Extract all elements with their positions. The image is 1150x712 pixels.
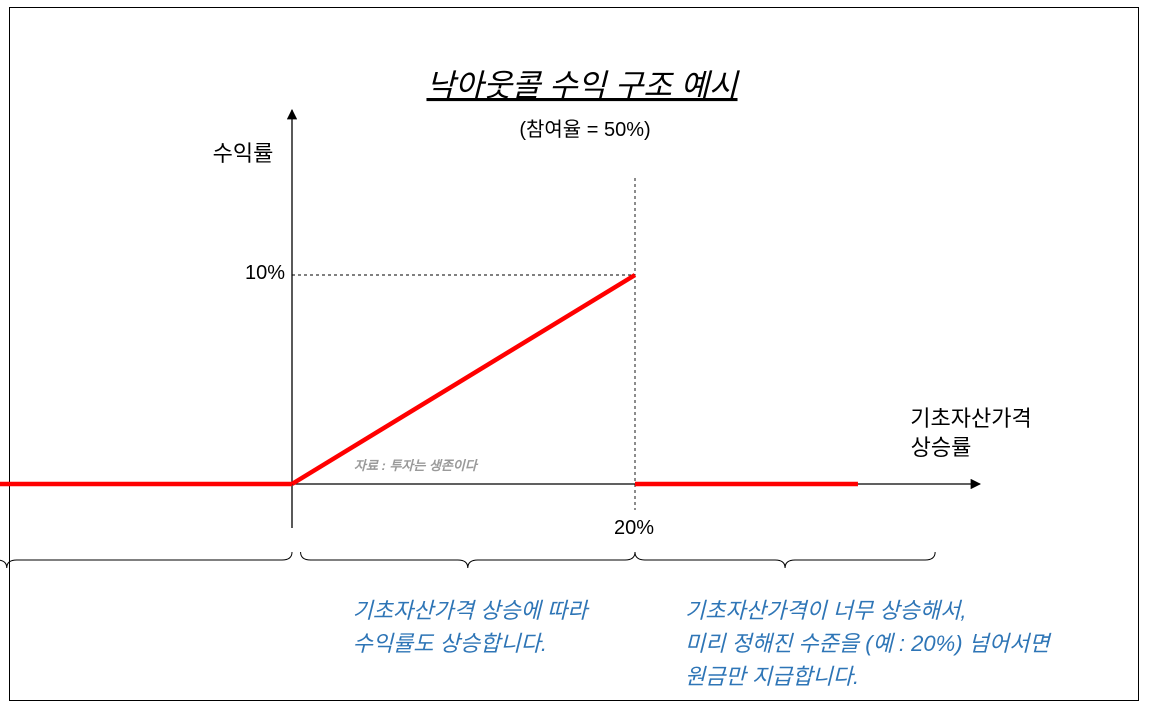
payoff-segment-2: [290, 273, 637, 486]
y-tick-label: 10%: [245, 262, 285, 284]
chart-title: 낙아웃콜 수익 구조 예시: [426, 68, 740, 103]
annotation-3-line-1: 기초자산가격이 너무 상승해서,: [685, 598, 966, 623]
chart-frame: [9, 7, 1139, 701]
annotation-2-line-1: 기초자산가격 상승에 따라: [353, 598, 591, 623]
chart-subtitle: (참여율 = 50%): [519, 118, 650, 141]
annotation-3-line-2: 미리 정해진 수준을 (예 : 20%) 넘어서면: [685, 631, 1052, 656]
x-axis-label-line-2: 상승률: [911, 435, 972, 460]
source-note: 자료 : 투자는 생존이다: [354, 458, 479, 473]
x-tick-label: 20%: [614, 517, 654, 539]
brace-2: [300, 551, 636, 569]
brace-1: [0, 551, 293, 569]
annotation-2-line-2: 수익률도 상승합니다.: [353, 631, 547, 656]
y-axis-label: 수익률: [213, 141, 274, 166]
x-axis-label-line-1: 기초자산가격: [910, 406, 1031, 431]
brace-3: [634, 551, 936, 569]
annotation-3-line-3: 원금만 지급합니다.: [685, 664, 859, 689]
